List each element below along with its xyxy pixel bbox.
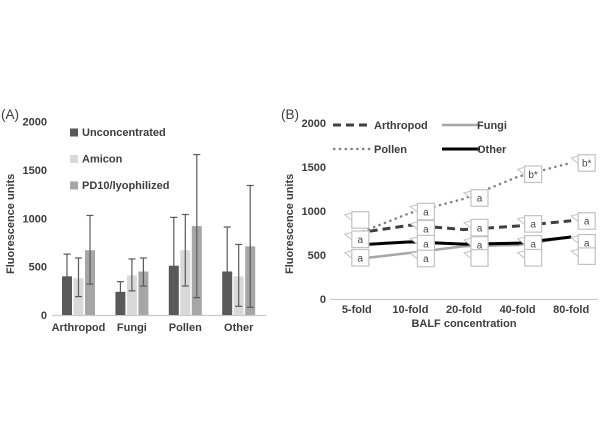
svg-text:a: a	[584, 217, 590, 228]
svg-text:a: a	[477, 194, 483, 205]
svg-text:1000: 1000	[23, 213, 47, 225]
chart-b-x-axis-title: BALF concentration	[411, 318, 517, 330]
panel-a-label: (A)	[1, 107, 19, 122]
svg-text:a: a	[423, 207, 429, 218]
svg-text:5-fold: 5-fold	[342, 304, 372, 316]
svg-text:a: a	[358, 253, 364, 264]
svg-text:a: a	[423, 239, 429, 250]
svg-text:PD10/lyophilized: PD10/lyophilized	[82, 180, 169, 192]
svg-text:Fungi: Fungi	[477, 120, 507, 132]
svg-text:a: a	[477, 223, 483, 234]
svg-text:b*: b*	[582, 159, 592, 170]
svg-text:Other: Other	[477, 144, 507, 156]
svg-text:2000: 2000	[23, 117, 47, 129]
svg-text:a: a	[423, 224, 429, 235]
svg-text:Arthropod: Arthropod	[374, 120, 428, 132]
svg-text:20-fold: 20-fold	[446, 304, 482, 316]
chart-a-bar-chart: 0 500 1000 1500 2000 Arthropod Fungi Pollen Othe…	[23, 117, 266, 334]
svg-text:a: a	[584, 239, 590, 250]
svg-text:0: 0	[320, 294, 326, 306]
svg-text:1500: 1500	[23, 165, 47, 177]
svg-text:0: 0	[41, 310, 47, 322]
svg-text:a: a	[477, 241, 483, 252]
svg-text:Pollen: Pollen	[169, 322, 202, 334]
svg-text:500: 500	[308, 250, 326, 262]
svg-text:2000: 2000	[302, 118, 326, 130]
svg-text:Unconcentrated: Unconcentrated	[82, 127, 166, 139]
panel-b-label: (B)	[281, 107, 299, 122]
svg-text:1000: 1000	[302, 206, 326, 218]
svg-text:80-fold: 80-fold	[553, 304, 589, 316]
svg-text:40-fold: 40-fold	[500, 304, 536, 316]
svg-text:b*: b*	[528, 170, 538, 181]
svg-text:10-fold: 10-fold	[392, 304, 428, 316]
svg-text:1500: 1500	[302, 162, 326, 174]
svg-text:a: a	[358, 235, 364, 246]
svg-text:a: a	[530, 240, 536, 251]
svg-text:a: a	[423, 254, 429, 265]
svg-text:a: a	[530, 220, 536, 231]
svg-text:Arthropod: Arthropod	[52, 322, 106, 334]
chart-b-line-chart: 0 500 1000 1500 2000 5-fold 10-fold 20-fold 40-f…	[302, 118, 598, 316]
svg-text:Amicon: Amicon	[82, 154, 123, 166]
svg-text:Other: Other	[224, 322, 254, 334]
svg-text:Pollen: Pollen	[374, 144, 407, 156]
svg-text:Fungi: Fungi	[117, 322, 147, 334]
svg-text:500: 500	[29, 262, 47, 274]
